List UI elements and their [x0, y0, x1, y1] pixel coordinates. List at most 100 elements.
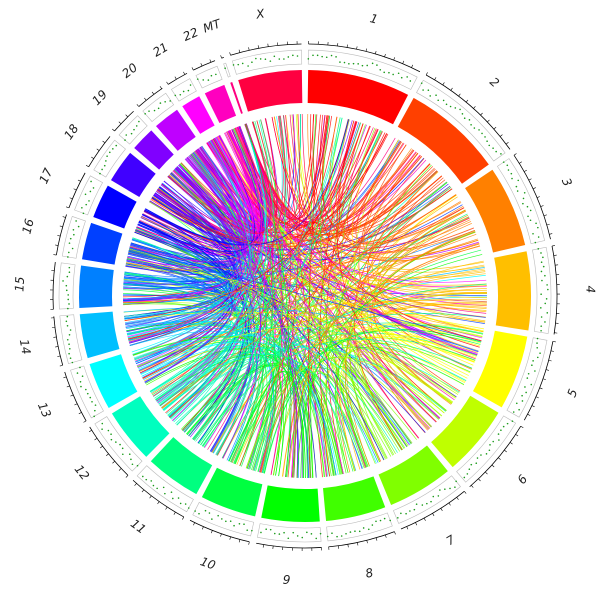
track-dot — [540, 293, 542, 296]
track-dot — [66, 315, 69, 318]
track-dot — [413, 508, 416, 511]
track-dot — [523, 191, 526, 194]
track-dot — [177, 497, 180, 499]
chord — [136, 227, 242, 426]
axis-tick — [552, 341, 556, 343]
track-dot — [484, 136, 486, 138]
track-dot — [319, 532, 322, 535]
track-dot — [488, 144, 491, 147]
track-dot — [517, 179, 520, 182]
track-dot — [540, 307, 542, 309]
track-dot — [68, 343, 70, 346]
axis-tick — [485, 471, 488, 475]
track-dot — [515, 402, 518, 405]
track-dot — [379, 519, 382, 522]
track-dot — [546, 312, 549, 314]
axis-tick — [125, 114, 128, 118]
track-dot — [89, 190, 92, 193]
track — [326, 512, 393, 542]
axis-tick — [375, 537, 378, 541]
track-dot — [524, 386, 526, 388]
track-dot — [470, 463, 473, 466]
track-dot — [432, 495, 435, 498]
track-dot — [246, 529, 249, 531]
axis-tick — [118, 468, 122, 471]
axis-tick — [209, 59, 212, 63]
track-dot — [388, 71, 390, 74]
axis-tick — [505, 142, 509, 145]
track-dot — [179, 502, 182, 505]
axis-arc — [68, 172, 86, 209]
axis-arc — [230, 43, 302, 56]
track-dot — [187, 507, 190, 509]
track-dot — [406, 76, 408, 78]
track-dot — [107, 429, 110, 432]
track-dot — [540, 270, 543, 273]
chord — [257, 330, 481, 472]
track-dot — [69, 237, 72, 240]
chord — [251, 121, 470, 249]
track — [70, 365, 104, 419]
track-dot — [376, 64, 378, 66]
track-dot — [259, 58, 262, 60]
chord — [176, 166, 303, 478]
track-dot — [375, 520, 377, 523]
axis-tick — [69, 197, 73, 200]
track-dot — [296, 55, 299, 57]
segment-label: X — [254, 6, 266, 21]
chord — [131, 239, 233, 383]
axis-tick — [458, 93, 461, 97]
chord — [244, 121, 356, 221]
track-dot — [67, 251, 70, 254]
axis-tick — [551, 245, 556, 247]
chord — [201, 338, 473, 447]
track-dot — [397, 517, 399, 519]
track-dot — [153, 109, 156, 112]
chord — [335, 346, 467, 473]
axis-tick — [73, 188, 77, 191]
segment-label: 2 — [487, 75, 502, 91]
track-dot — [196, 78, 199, 80]
axis-arc — [221, 57, 224, 59]
track-dot — [422, 89, 424, 91]
chord — [206, 142, 479, 353]
track-dot — [182, 90, 185, 93]
chords — [123, 114, 488, 479]
chord — [342, 260, 484, 470]
axis-tick — [248, 47, 250, 51]
chord — [212, 138, 438, 236]
chord — [142, 175, 442, 379]
axis-tick — [193, 522, 195, 526]
track-dot — [106, 155, 108, 157]
chord — [168, 149, 414, 239]
track-dot — [540, 261, 543, 264]
track-dot — [526, 205, 529, 208]
segment-label: 10 — [198, 554, 217, 572]
track-dot — [510, 172, 513, 175]
chord — [326, 164, 432, 476]
axis-tick — [478, 478, 481, 482]
track-dot — [265, 528, 267, 531]
track-dot — [512, 411, 515, 413]
track-dot — [287, 56, 290, 58]
chord — [123, 279, 440, 420]
track-dot — [189, 84, 192, 86]
segment — [465, 169, 526, 253]
axis-tick — [543, 214, 547, 217]
axis-tick — [91, 156, 94, 159]
track-dot — [287, 537, 290, 540]
axis-tick — [55, 244, 59, 246]
segment — [322, 476, 386, 522]
axis-tick — [375, 51, 377, 55]
track-dot — [69, 329, 72, 331]
track-dot — [542, 265, 545, 268]
axis-tick — [149, 495, 152, 499]
axis-tick — [62, 216, 66, 218]
track — [506, 337, 548, 418]
chord — [167, 121, 272, 234]
track-dot — [119, 443, 121, 446]
chord — [308, 114, 321, 478]
track-dot — [537, 226, 539, 229]
track-dot — [348, 63, 350, 65]
track-dot — [497, 433, 500, 435]
